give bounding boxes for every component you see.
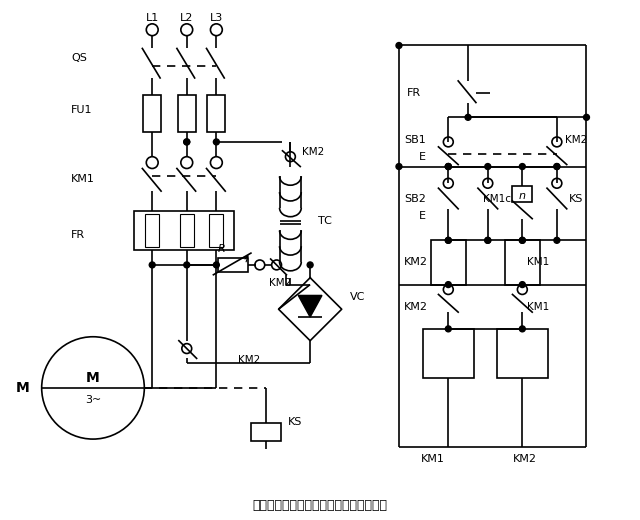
Bar	[134, 211, 234, 250]
Text: M: M	[16, 381, 30, 395]
Text: KM1: KM1	[420, 454, 445, 464]
Text: L2: L2	[180, 13, 193, 23]
Circle shape	[520, 282, 525, 288]
Circle shape	[445, 164, 451, 170]
Text: KM2: KM2	[513, 454, 536, 464]
Bar	[143, 95, 161, 132]
Circle shape	[445, 326, 451, 332]
Text: 以速度原则控制的单向能耗制动控制线路: 以速度原则控制的单向能耗制动控制线路	[253, 500, 387, 513]
Bar	[422, 329, 474, 378]
Bar	[209, 214, 223, 247]
Bar	[145, 214, 159, 247]
Text: KM2: KM2	[238, 355, 260, 366]
Text: n: n	[519, 191, 526, 201]
Circle shape	[396, 164, 402, 170]
Circle shape	[396, 43, 402, 48]
Circle shape	[445, 237, 451, 243]
Text: KM1: KM1	[527, 302, 550, 312]
Text: L3: L3	[210, 13, 223, 23]
Circle shape	[465, 114, 471, 120]
Text: E: E	[419, 211, 426, 220]
Text: FU1: FU1	[71, 106, 93, 115]
Bar	[251, 423, 280, 441]
Circle shape	[520, 326, 525, 332]
Text: FR: FR	[71, 230, 85, 240]
Text: SB2: SB2	[404, 194, 426, 204]
Text: KM1: KM1	[527, 257, 550, 267]
Bar	[207, 95, 225, 132]
Bar	[497, 329, 548, 378]
Circle shape	[520, 164, 525, 170]
Circle shape	[554, 164, 560, 170]
Polygon shape	[298, 295, 322, 317]
Circle shape	[445, 237, 451, 243]
Circle shape	[485, 237, 491, 243]
Circle shape	[149, 262, 155, 268]
Text: M: M	[86, 371, 100, 385]
Text: QS: QS	[71, 53, 87, 63]
Text: KM2: KM2	[564, 135, 587, 145]
Text: TC: TC	[318, 216, 332, 226]
Circle shape	[184, 262, 189, 268]
Text: KM2: KM2	[269, 278, 292, 288]
Circle shape	[445, 164, 451, 170]
Text: KS: KS	[288, 418, 303, 427]
Text: VC: VC	[349, 292, 365, 303]
Bar	[431, 240, 466, 284]
Circle shape	[445, 282, 451, 288]
Text: KM1c: KM1c	[483, 194, 511, 204]
Circle shape	[307, 262, 313, 268]
Text: KM2: KM2	[302, 147, 324, 157]
Text: 3~: 3~	[85, 395, 101, 405]
Circle shape	[520, 237, 525, 243]
Circle shape	[554, 164, 560, 170]
Circle shape	[485, 164, 491, 170]
Circle shape	[554, 237, 560, 243]
Text: E: E	[419, 152, 426, 162]
Text: KM1: KM1	[71, 174, 95, 184]
Circle shape	[485, 237, 491, 243]
Bar	[504, 240, 540, 284]
Circle shape	[213, 262, 220, 268]
Text: R: R	[218, 244, 225, 254]
Text: SB1: SB1	[404, 135, 426, 145]
Bar	[180, 214, 194, 247]
Circle shape	[584, 114, 589, 120]
Circle shape	[184, 139, 189, 145]
Bar	[218, 258, 248, 272]
Text: KS: KS	[569, 194, 583, 204]
Circle shape	[184, 139, 189, 145]
Bar	[513, 186, 532, 202]
Circle shape	[213, 139, 220, 145]
Bar	[178, 95, 196, 132]
Text: FR: FR	[407, 88, 421, 98]
Text: KM2: KM2	[404, 302, 428, 312]
Text: L1: L1	[145, 13, 159, 23]
Circle shape	[520, 237, 525, 243]
Circle shape	[445, 164, 451, 170]
Text: KM2: KM2	[404, 257, 428, 267]
